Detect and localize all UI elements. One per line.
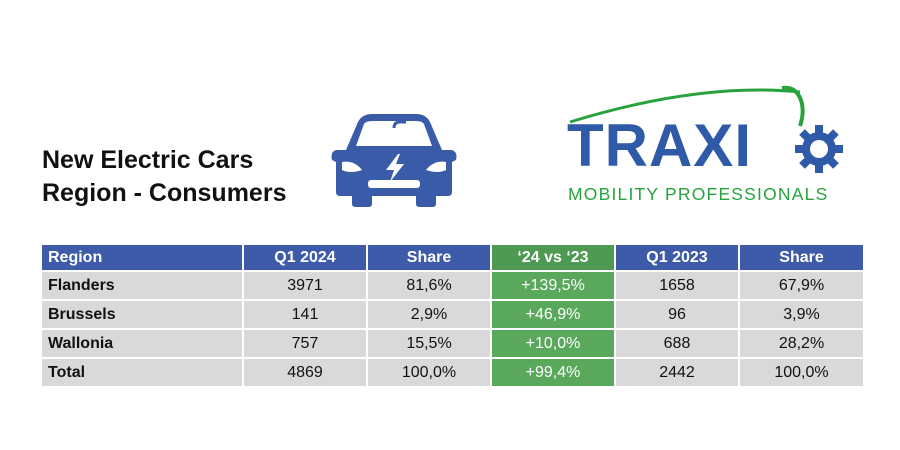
title-line-2: Region - Consumers — [42, 179, 287, 207]
cell-q1-2024: 4869 — [242, 357, 368, 388]
header-q1-2023: Q1 2023 — [614, 243, 740, 272]
cell-q1-2023: 2442 — [614, 357, 740, 388]
cell-share-2024: 100,0% — [366, 357, 492, 388]
cell-yoy: +99,4% — [490, 357, 616, 388]
cell-yoy: +10,0% — [490, 328, 616, 359]
cell-share-2023: 3,9% — [738, 299, 865, 330]
electric-car-icon — [331, 114, 457, 207]
cell-share-2023: 28,2% — [738, 328, 865, 359]
ev-region-table: Region Q1 2024 Share ‘24 vs ‘23 Q1 2023 … — [40, 243, 865, 388]
title-line-1: New Electric Cars — [42, 146, 254, 174]
header-share-2024: Share — [366, 243, 492, 272]
traxio-logo: TRAXI MOBILITY PROFESSIONALS — [560, 84, 870, 208]
slide-title: New Electric Cars Region - Consumers — [42, 144, 286, 210]
cell-q1-2023: 688 — [614, 328, 740, 359]
cell-q1-2023: 1658 — [614, 270, 740, 301]
table-row: Brussels 141 2,9% +46,9% 96 3,9% — [40, 299, 865, 330]
header-share-2023: Share — [738, 243, 865, 272]
cell-region: Flanders — [40, 270, 244, 301]
cell-region: Brussels — [40, 299, 244, 330]
logo-swoosh — [569, 85, 805, 127]
table-row: Wallonia 757 15,5% +10,0% 688 28,2% — [40, 328, 865, 359]
cell-q1-2024: 141 — [242, 299, 368, 330]
gear-icon — [795, 125, 843, 173]
table-row-total: Total 4869 100,0% +99,4% 2442 100,0% — [40, 357, 865, 388]
cell-share-2024: 81,6% — [366, 270, 492, 301]
header-yoy: ‘24 vs ‘23 — [490, 243, 616, 272]
logo-tagline: MOBILITY PROFESSIONALS — [568, 184, 829, 204]
cell-q1-2024: 757 — [242, 328, 368, 359]
cell-region: Wallonia — [40, 328, 244, 359]
table-row: Flanders 3971 81,6% +139,5% 1658 67,9% — [40, 270, 865, 301]
table-header-row: Region Q1 2024 Share ‘24 vs ‘23 Q1 2023 … — [40, 243, 865, 272]
logo-wordmark: TRAXI — [567, 112, 753, 179]
cell-q1-2024: 3971 — [242, 270, 368, 301]
cell-share-2024: 2,9% — [366, 299, 492, 330]
cell-share-2024: 15,5% — [366, 328, 492, 359]
header-q1-2024: Q1 2024 — [242, 243, 368, 272]
cell-yoy: +139,5% — [490, 270, 616, 301]
cell-yoy: +46,9% — [490, 299, 616, 330]
header-region: Region — [40, 243, 244, 272]
cell-region: Total — [40, 357, 244, 388]
cell-share-2023: 100,0% — [738, 357, 865, 388]
cell-share-2023: 67,9% — [738, 270, 865, 301]
cell-q1-2023: 96 — [614, 299, 740, 330]
